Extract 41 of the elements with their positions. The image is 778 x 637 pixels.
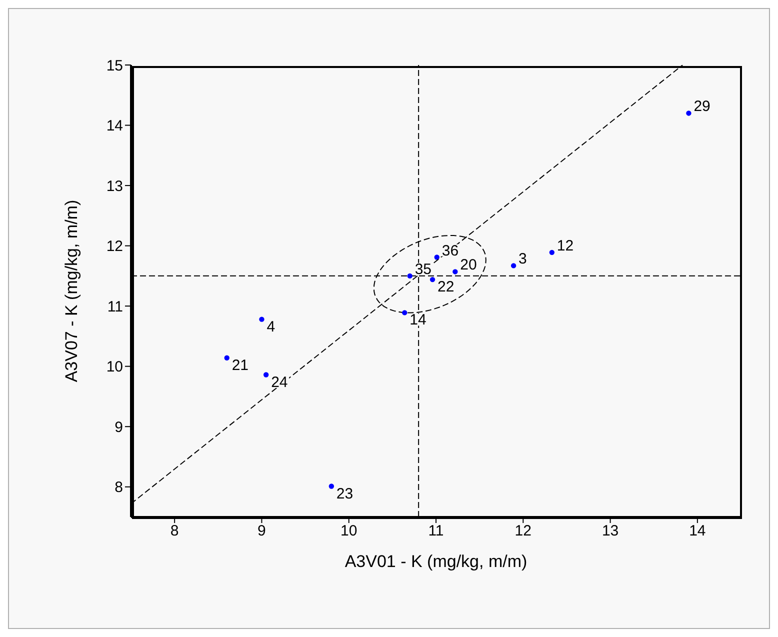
annotation: 29	[694, 98, 710, 116]
y-tick-label: 9	[114, 418, 123, 436]
x-tick-label: 8	[170, 522, 179, 540]
y-tick-label: 13	[106, 178, 123, 195]
annotation: 23	[336, 485, 354, 502]
x-tick-label: 14	[689, 522, 706, 540]
x-tick-label: 11	[428, 522, 444, 540]
annotation: 4	[266, 318, 276, 336]
y-tick-label: 10	[106, 358, 123, 376]
point	[686, 110, 692, 116]
annotation: 3	[518, 250, 527, 268]
x-tick-label: 10	[340, 522, 358, 540]
y-axis-title: A3V07 - K (mg/kg, m/m)	[62, 200, 82, 382]
point	[402, 310, 408, 316]
point	[549, 250, 554, 256]
x-axis-title: A3V01 - K (mg/kg, m/m)	[344, 552, 528, 571]
point	[452, 269, 458, 274]
annotation: 21	[232, 356, 249, 374]
x-tick-label: 9	[258, 522, 266, 540]
y-tick-label: 8	[114, 479, 123, 496]
annotation: 20	[460, 256, 477, 274]
point	[224, 355, 230, 360]
annotation: 12	[556, 237, 574, 254]
x-tick-label: 12	[514, 522, 532, 540]
point	[407, 273, 412, 279]
point	[263, 372, 269, 378]
point	[430, 276, 436, 282]
point	[259, 316, 264, 322]
y-tick-label: 11	[107, 298, 123, 316]
y-tick-label: 12	[106, 238, 123, 256]
y-tick-label: 14	[106, 118, 123, 135]
point	[510, 263, 516, 268]
annotation: 36	[442, 242, 459, 260]
y-tick-label: 15	[106, 57, 123, 74]
point	[434, 254, 440, 260]
x-tick-label: 13	[602, 522, 619, 540]
point	[328, 484, 334, 489]
annotation: 22	[438, 278, 454, 296]
annotation: 35	[414, 260, 432, 278]
annotation: 14	[410, 312, 426, 329]
annotation: 24	[271, 374, 288, 391]
